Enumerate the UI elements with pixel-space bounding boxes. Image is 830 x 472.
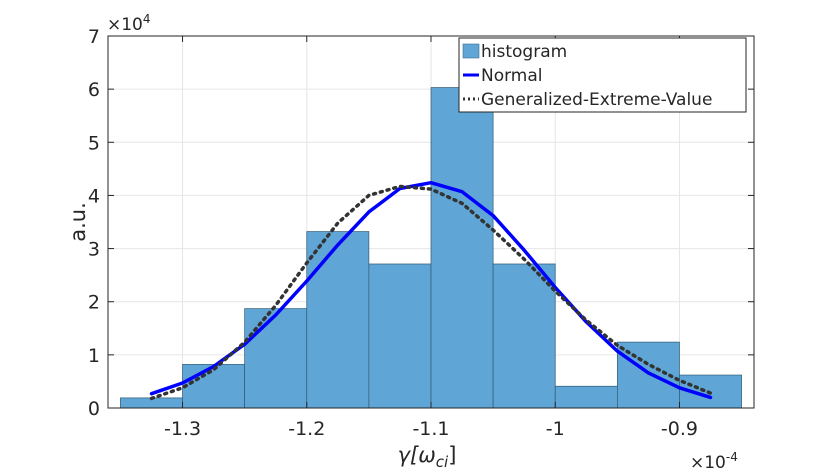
gev-fit-line — [149, 184, 713, 401]
y-tick-label: 4 — [88, 185, 100, 207]
ticks — [108, 35, 754, 409]
legend-gev-label: Generalized-Extreme-Value — [481, 90, 712, 110]
x-tick-label: -0.9 — [661, 418, 698, 440]
legend: histogram Normal Generalized-Extreme-Val… — [458, 37, 747, 113]
legend-normal-label: Normal — [481, 66, 543, 86]
x-tick-labels: -1.3 -1.2 -1.1 -1 -0.9 — [164, 418, 698, 440]
legend-box — [458, 37, 747, 113]
y-tick-label: 7 — [88, 26, 100, 48]
histogram-bar — [368, 263, 432, 409]
y-tick-label: 1 — [88, 345, 100, 367]
histogram-bar — [244, 308, 308, 409]
x-multiplier: ×10-4 — [690, 450, 738, 472]
x-axis-label: γ[ωci] — [398, 443, 457, 471]
y-tick-label: 3 — [88, 239, 100, 261]
y-tick-label: 5 — [88, 132, 100, 154]
histogram-bar — [182, 364, 246, 409]
legend-histogram-label: histogram — [481, 42, 567, 62]
y-tick-labels: 0 1 2 3 4 5 6 7 — [88, 26, 100, 420]
y-multiplier: ×104 — [107, 12, 151, 35]
y-tick-label: 6 — [88, 79, 100, 101]
histogram-bar — [492, 263, 556, 409]
histogram-bar — [554, 385, 618, 409]
normal-fit-line — [149, 180, 713, 400]
legend-histogram-swatch — [462, 43, 480, 59]
histogram-bars — [120, 87, 742, 409]
x-tick-label: -1.3 — [164, 418, 201, 440]
y-tick-label: 2 — [88, 292, 100, 314]
histogram-bar — [306, 231, 370, 409]
histogram-bar — [430, 87, 494, 409]
y-axis-label: a.u. — [66, 202, 90, 242]
x-tick-label: -1 — [546, 418, 565, 440]
x-tick-label: -1.1 — [412, 418, 449, 440]
y-tick-label: 0 — [88, 398, 100, 420]
fit-lines — [149, 180, 713, 401]
x-tick-label: -1.2 — [288, 418, 325, 440]
